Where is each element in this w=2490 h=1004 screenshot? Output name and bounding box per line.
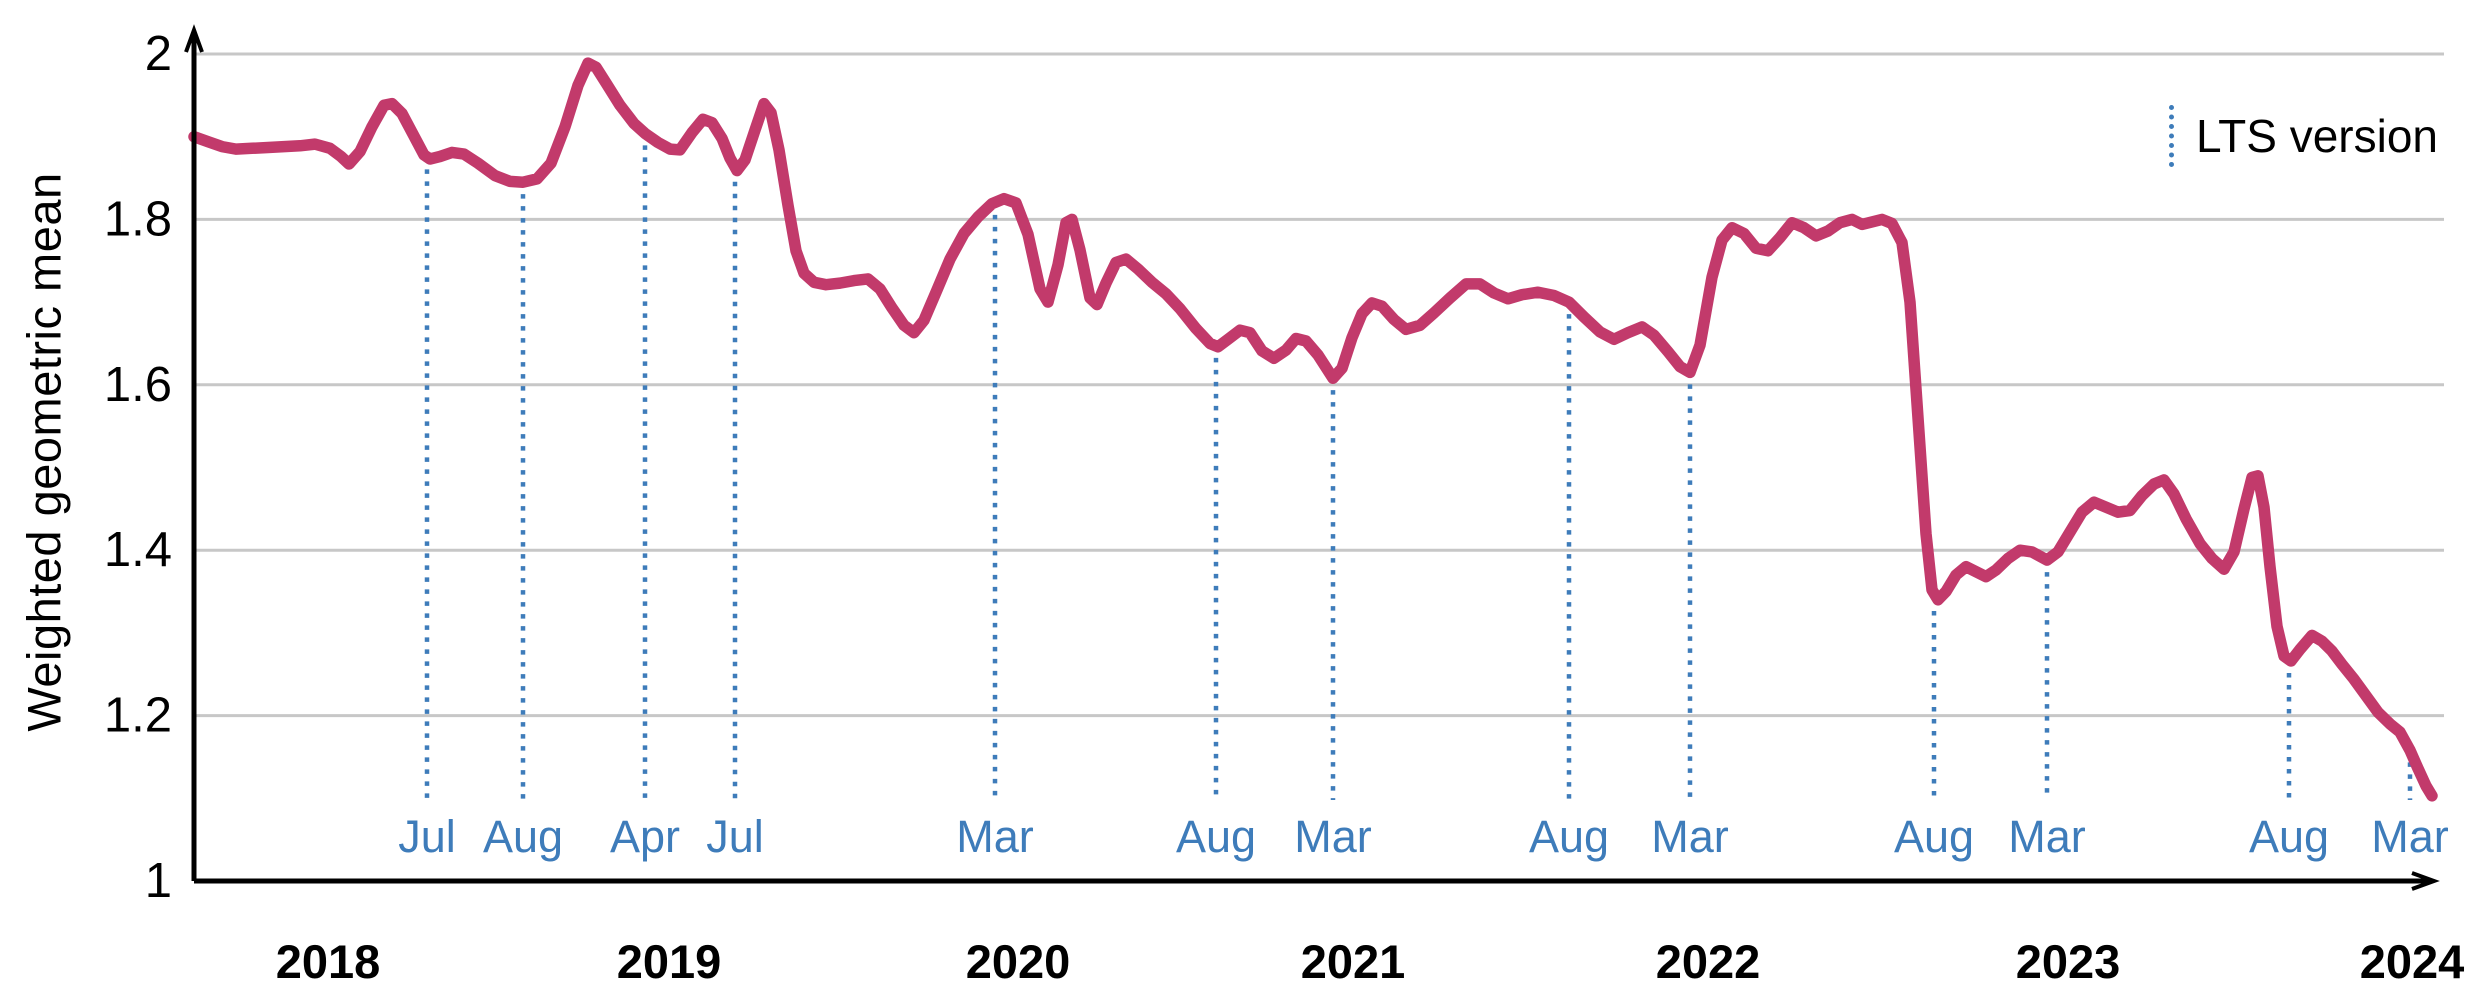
lts-month-label: Aug [1894, 811, 1974, 862]
y-tick-label: 1 [145, 854, 172, 908]
lts-month-label: Aug [483, 811, 563, 862]
x-year-label: 2022 [1656, 935, 1761, 988]
x-year-label: 2023 [2016, 935, 2121, 988]
lts-month-label: Aug [1529, 811, 1609, 862]
y-tick-label: 1.4 [104, 523, 172, 577]
y-axis-arrow-icon [184, 24, 204, 53]
lts-month-label: Aug [1176, 811, 1256, 862]
lts-month-label: Aug [2249, 811, 2329, 862]
y-tick-label: 1.8 [104, 192, 172, 246]
lts-month-label: Mar [1651, 811, 1729, 862]
series-line [188, 57, 2438, 802]
x-year-label: 2020 [966, 935, 1071, 988]
y-tick-label: 2 [145, 27, 172, 81]
lts-month-label: Jul [398, 811, 456, 862]
x-axis-arrow-icon [2411, 871, 2440, 891]
y-tick-label: 1.6 [104, 358, 172, 412]
y-tick-label: 1.2 [104, 689, 172, 743]
lts-month-label: Mar [2008, 811, 2086, 862]
y-axis-title: Weighted geometric mean [17, 172, 71, 732]
lts-month-label: Mar [956, 811, 1034, 862]
lts-month-label: Mar [1294, 811, 1372, 862]
lts-month-label: Apr [610, 811, 680, 862]
x-year-label: 2019 [617, 935, 722, 988]
x-year-label: 2024 [2360, 935, 2465, 988]
legend: LTS version [2168, 104, 2438, 168]
lts-month-label: Jul [706, 811, 764, 862]
x-year-label: 2021 [1301, 935, 1406, 988]
lts-dotted-line-icon [2168, 105, 2174, 167]
legend-label: LTS version [2195, 110, 2438, 162]
lts-month-label: Mar [2371, 811, 2449, 862]
x-year-label: 2018 [276, 935, 381, 988]
